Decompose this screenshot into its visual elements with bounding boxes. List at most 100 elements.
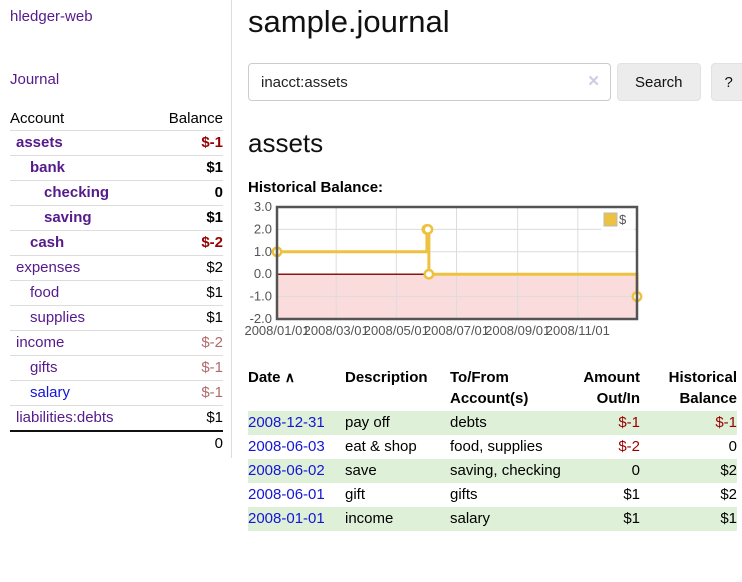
account-balance: $2 <box>206 259 223 276</box>
account-link[interactable]: liabilities:debts <box>16 409 114 426</box>
account-heading: assets <box>248 128 324 158</box>
transaction-description: pay off <box>345 414 390 431</box>
app-title: hledger-web <box>10 8 223 25</box>
register-header-description: Description <box>345 369 428 386</box>
accounts-header-balance: Balance <box>168 110 223 127</box>
transaction-accounts: gifts <box>450 486 478 503</box>
transaction-date-link[interactable]: 2008-06-01 <box>248 486 325 503</box>
transaction-accounts: food, supplies <box>450 438 543 455</box>
accounts-header-account: Account <box>10 110 65 127</box>
transaction-date-link[interactable]: 2008-06-02 <box>248 462 325 479</box>
transaction-date-link[interactable]: 2008-01-01 <box>248 510 325 527</box>
clear-search-icon[interactable]: ✕ <box>587 73 600 90</box>
register-header-accounts: To/From Account(s) <box>450 369 529 407</box>
account-link[interactable]: checking <box>44 184 110 201</box>
account-link[interactable]: gifts <box>30 359 58 376</box>
account-row: assets $-1 <box>10 130 223 156</box>
svg-text:2008/09/01: 2008/09/01 <box>485 323 550 338</box>
account-row: cash $-2 <box>10 230 223 256</box>
transaction-date-link[interactable]: 2008-06-03 <box>248 438 325 455</box>
register-header-row: Date ∧ Description To/From Account(s) Am… <box>248 365 737 411</box>
register-table: Date ∧ Description To/From Account(s) Am… <box>248 365 737 531</box>
transaction-accounts: salary <box>450 510 491 527</box>
account-link[interactable]: supplies <box>30 309 86 326</box>
svg-text:0.0: 0.0 <box>254 266 272 281</box>
svg-text:-2.0: -2.0 <box>250 311 272 326</box>
journal-link[interactable]: Journal <box>10 71 60 88</box>
transaction-balance: $2 <box>720 486 737 503</box>
account-link[interactable]: income <box>16 334 65 351</box>
accounts-total-value: 0 <box>214 435 223 452</box>
transaction-description: income <box>345 510 394 527</box>
account-balance: $1 <box>206 284 223 301</box>
transaction-amount: $1 <box>623 486 640 503</box>
account-row: bank $1 <box>10 155 223 181</box>
account-link[interactable]: expenses <box>16 259 81 276</box>
account-link[interactable]: cash <box>30 234 65 251</box>
register-header-balance: Historical Balance <box>668 369 737 407</box>
chart-title: Historical Balance: <box>248 179 384 196</box>
transaction-description: eat & shop <box>345 438 417 455</box>
transaction-balance: $1 <box>720 510 737 527</box>
account-row: income $-2 <box>10 330 223 356</box>
search-button[interactable]: Search <box>617 63 701 101</box>
account-balance: $1 <box>206 309 223 326</box>
transaction-balance: $2 <box>720 462 737 479</box>
help-button[interactable]: ? <box>710 63 742 101</box>
transaction-date-link[interactable]: 2008-12-31 <box>248 414 325 431</box>
account-row: checking 0 <box>10 180 223 206</box>
register-header-amount: Amount Out/In <box>583 369 640 407</box>
accounts-table-body: assets $-1 bank $1 checking 0 saving $1 cash $-2 e… <box>10 130 223 432</box>
svg-text:2.0: 2.0 <box>254 221 272 236</box>
account-balance: $-2 <box>201 334 223 351</box>
transaction-amount: $-1 <box>618 414 640 431</box>
account-balance: $1 <box>206 159 223 176</box>
historical-balance-chart: $3.0 2.0 1.0 0.0 -1.0 -2.02008/01/012008/03/0… <box>244 199 643 338</box>
register-row: 2008-12-31 pay off debts $-1 $-1 <box>248 411 737 435</box>
sort-asc-icon: ∧ <box>284 369 295 385</box>
search-input[interactable] <box>248 63 611 101</box>
svg-text:2008/11/01: 2008/11/01 <box>546 323 610 338</box>
account-balance: $1 <box>206 209 223 226</box>
account-link[interactable]: salary <box>30 384 71 401</box>
register-row: 2008-06-01 gift gifts $1 $2 <box>248 483 737 507</box>
account-link[interactable]: saving <box>44 209 92 226</box>
accounts-table: Account Balance assets $-1 bank $1 checking 0… <box>10 107 223 456</box>
transaction-balance: 0 <box>728 438 737 455</box>
account-row: saving $1 <box>10 205 223 231</box>
svg-text:2008/01/01: 2008/01/01 <box>244 323 309 338</box>
account-row: salary $-1 <box>10 380 223 406</box>
account-row: food $1 <box>10 280 223 306</box>
account-link[interactable]: food <box>30 284 60 301</box>
account-row: supplies $1 <box>10 305 223 331</box>
sidebar: hledger-web Journal Account Balance asse… <box>0 0 232 458</box>
account-row: liabilities:debts $1 <box>10 405 223 432</box>
svg-text:2008/03/01: 2008/03/01 <box>304 323 369 338</box>
transaction-accounts: debts <box>450 414 487 431</box>
svg-text:2008/07/01: 2008/07/01 <box>424 323 489 338</box>
account-balance: $-1 <box>201 359 223 376</box>
transaction-balance: $-1 <box>715 414 737 431</box>
svg-text:$: $ <box>619 212 627 227</box>
register-row: 2008-06-03 eat & shop food, supplies $-2 0 <box>248 435 737 459</box>
transaction-accounts: saving, checking <box>450 462 561 479</box>
register-table-body: 2008-12-31 pay off debts $-1 $-1 2008-06-03 ea… <box>248 411 737 531</box>
transaction-amount: 0 <box>631 462 640 479</box>
account-row: gifts $-1 <box>10 355 223 381</box>
page-title: sample.journal <box>248 4 450 39</box>
account-balance: $1 <box>206 409 223 426</box>
account-balance: 0 <box>214 184 223 201</box>
account-link[interactable]: assets <box>16 134 63 151</box>
account-link[interactable]: bank <box>30 159 66 176</box>
register-header-date[interactable]: Date ∧ <box>248 369 295 386</box>
transaction-description: gift <box>345 486 366 503</box>
app-title-link[interactable]: hledger-web <box>10 8 93 25</box>
svg-text:2008/05/01: 2008/05/01 <box>364 323 429 338</box>
register-row: 2008-06-02 save saving, checking 0 $2 <box>248 459 737 483</box>
account-row: expenses $2 <box>10 255 223 281</box>
transaction-amount: $-2 <box>618 438 640 455</box>
svg-text:1.0: 1.0 <box>254 244 272 259</box>
svg-text:3.0: 3.0 <box>254 199 272 214</box>
search-bar: ✕ Search ? <box>248 63 742 101</box>
transaction-description: save <box>345 462 377 479</box>
